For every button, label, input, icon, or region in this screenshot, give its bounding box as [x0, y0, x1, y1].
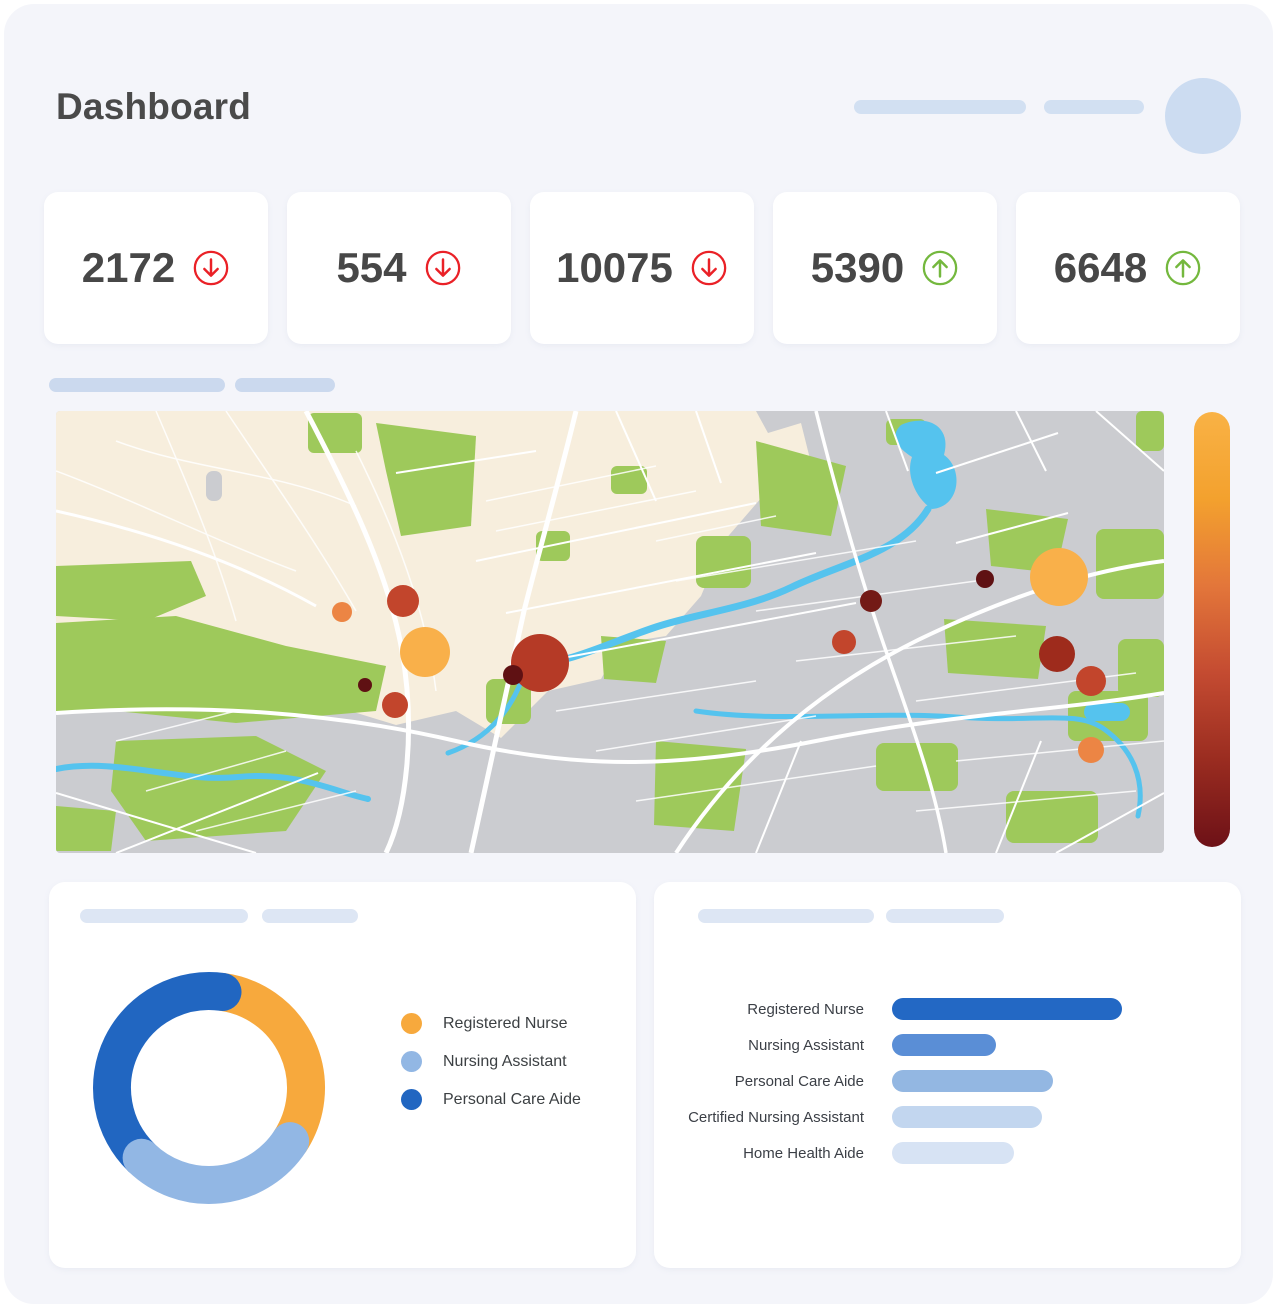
legend-item: Registered Nurse — [401, 1013, 581, 1034]
map-bubble[interactable] — [400, 627, 450, 677]
donut-segment — [93, 972, 242, 1177]
map-bubble[interactable] — [976, 570, 994, 588]
legend-dot-icon — [401, 1013, 422, 1034]
donut-chart — [93, 972, 325, 1204]
bar-value — [892, 1034, 996, 1056]
bar-row: Nursing Assistant — [654, 1027, 1241, 1063]
map-bubble[interactable] — [1076, 666, 1106, 696]
card-skeleton-bar-short — [886, 909, 1004, 923]
map-bubble[interactable] — [387, 585, 419, 617]
map-color-scale — [1194, 412, 1230, 847]
stat-value: 554 — [336, 244, 407, 291]
legend-label: Personal Care Aide — [443, 1090, 581, 1108]
bar-value — [892, 998, 1122, 1020]
map-bubble[interactable] — [503, 665, 523, 685]
bar-row: Home Health Aide — [654, 1135, 1241, 1171]
stat-value: 5390 — [810, 244, 905, 291]
bar-value — [892, 1106, 1042, 1128]
page-title: Dashboard — [56, 86, 252, 127]
horizontal-bar-chart: Registered Nurse Nursing Assistant Persona… — [654, 991, 1241, 1171]
arrow-down-circle-icon — [425, 250, 460, 286]
card-skeleton-bar-long — [80, 909, 248, 923]
legend-item: Personal Care Aide — [401, 1089, 581, 1110]
header-skeleton-bar-short — [1044, 100, 1144, 114]
dashboard-panel: Dashboard 2172 554 10075 5390 6648 — [4, 4, 1273, 1304]
map-bubble[interactable] — [1039, 636, 1075, 672]
donut-chart-card: Registered Nurse Nursing Assistant Persona… — [49, 882, 636, 1268]
donut-legend: Registered Nurse Nursing Assistant Persona… — [401, 1013, 581, 1110]
stat-cards-row: 2172 554 10075 5390 6648 — [44, 192, 1241, 344]
bar-label: Registered Nurse — [747, 1000, 864, 1018]
donut-segment — [203, 972, 325, 1161]
bar-label: Certified Nursing Assistant — [688, 1108, 864, 1126]
map-bubble[interactable] — [1030, 548, 1088, 606]
legend-label: Registered Nurse — [443, 1014, 568, 1032]
map-bubble[interactable] — [332, 602, 352, 622]
bar-row: Personal Care Aide — [654, 1063, 1241, 1099]
bar-label: Personal Care Aide — [734, 1072, 864, 1090]
map-bubble[interactable] — [1078, 737, 1104, 763]
map-section-skeleton-bar-short — [235, 378, 335, 392]
bar-value — [892, 1142, 1014, 1164]
map-section-skeleton-bar-long — [49, 378, 225, 392]
legend-label: Nursing Assistant — [443, 1052, 567, 1070]
donut-segment — [122, 1122, 310, 1204]
legend-dot-icon — [401, 1089, 422, 1110]
arrow-up-circle-icon — [1165, 250, 1201, 286]
header-skeleton-bar-long — [854, 100, 1026, 114]
bar-label: Nursing Assistant — [748, 1036, 864, 1054]
map-bubble[interactable] — [382, 692, 408, 718]
stat-card: 6648 — [1016, 192, 1240, 344]
arrow-down-circle-icon — [691, 250, 727, 286]
stat-card: 10075 — [530, 192, 754, 344]
map-bubble[interactable] — [358, 678, 372, 692]
bar-label: Home Health Aide — [743, 1144, 864, 1162]
stat-value: 6648 — [1053, 244, 1148, 291]
stat-value: 2172 — [81, 244, 176, 291]
map-bubble[interactable] — [511, 634, 569, 692]
city-map[interactable] — [56, 411, 1164, 853]
legend-item: Nursing Assistant — [401, 1051, 581, 1072]
arrow-down-circle-icon — [193, 250, 229, 286]
stat-value: 10075 — [556, 244, 673, 291]
stat-card: 554 — [287, 192, 511, 344]
card-skeleton-bar-long — [698, 909, 874, 923]
bar-value — [892, 1070, 1053, 1092]
stat-card: 5390 — [773, 192, 997, 344]
stat-card: 2172 — [44, 192, 268, 344]
bar-row: Registered Nurse — [654, 991, 1241, 1027]
map-bubble[interactable] — [860, 590, 882, 612]
legend-dot-icon — [401, 1051, 422, 1072]
card-skeleton-bar-short — [262, 909, 358, 923]
arrow-up-circle-icon — [922, 250, 958, 286]
bar-chart-card: Registered Nurse Nursing Assistant Persona… — [654, 882, 1241, 1268]
avatar[interactable] — [1165, 78, 1241, 154]
bar-row: Certified Nursing Assistant — [654, 1099, 1241, 1135]
map-bubble[interactable] — [832, 630, 856, 654]
